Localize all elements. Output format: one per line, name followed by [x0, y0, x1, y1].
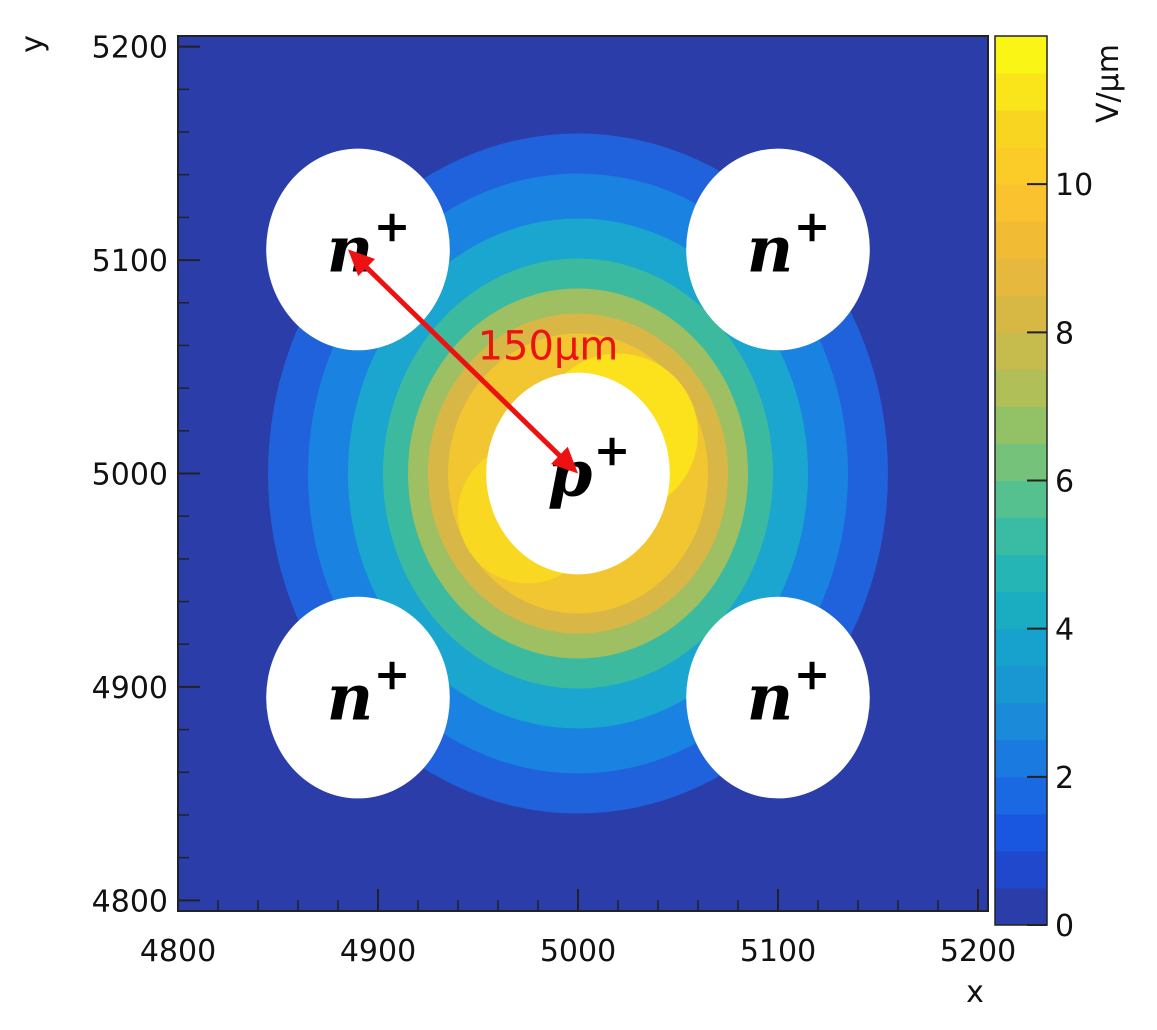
colorbar-tick-label: 6: [1055, 465, 1074, 500]
y-tick-label: 5200: [92, 31, 168, 66]
colorbar-level: [995, 258, 1047, 296]
electrode-n-plus-4: [686, 596, 870, 799]
colorbar-level: [995, 739, 1047, 778]
colorbar-level: [995, 295, 1047, 333]
colorbar-level: [995, 147, 1047, 185]
colorbar-tick-label: 4: [1055, 613, 1074, 648]
colorbar-level: [995, 554, 1047, 593]
colorbar-level: [995, 221, 1047, 259]
colorbar-level: [995, 332, 1047, 370]
y-axis: 4800 4900 5000 5100 5200: [92, 31, 200, 919]
colorbar-tick-label: 2: [1055, 761, 1074, 796]
distance-annotation: 150μm: [348, 249, 619, 474]
electrode-label-sup: +: [794, 650, 831, 701]
electrode-label: n: [327, 661, 374, 736]
colorbar-level: [995, 517, 1047, 556]
colorbar-level: [995, 850, 1047, 889]
x-tick-label: 5100: [740, 934, 816, 969]
colorbar-level: [995, 480, 1047, 519]
colorbar-level: [995, 665, 1047, 704]
colorbar: 0 2 4 6 8 10: [994, 35, 1093, 944]
y-tick-label: 5100: [92, 244, 168, 279]
colorbar-level: [995, 628, 1047, 667]
electrode-n-plus-1: [686, 148, 870, 351]
colorbar-tick-label: 10: [1055, 168, 1093, 203]
colorbar-tick-label: 0: [1055, 909, 1074, 944]
colorbar-level: [995, 369, 1047, 407]
arrow-head-end: [551, 446, 578, 474]
x-axis-label: x: [966, 975, 984, 1010]
x-tick-label: 4800: [140, 934, 216, 969]
distance-label: 150μm: [478, 323, 619, 369]
electrode-n-plus-0: [266, 148, 450, 351]
colorbar-level: [995, 36, 1047, 74]
colorbar-level: [995, 406, 1047, 444]
electrode-label: n: [327, 212, 374, 287]
y-tick-label: 5000: [92, 458, 168, 493]
colorbar-level: [995, 887, 1047, 926]
y-tick-label: 4900: [92, 671, 168, 706]
electrode-label-sup: +: [374, 650, 411, 701]
x-tick-label: 5000: [540, 934, 616, 969]
colorbar-level: [995, 184, 1047, 222]
colorbar-tick-label: 8: [1055, 316, 1074, 351]
colorbar-level: [995, 443, 1047, 481]
colorbar-label: V/µm: [1091, 44, 1126, 123]
electrode-label: n: [747, 661, 794, 736]
y-axis-label: y: [15, 35, 50, 53]
colorbar-level: [995, 776, 1047, 815]
electrode-n-plus-3: [266, 596, 450, 799]
arrow-head-start: [348, 249, 375, 277]
electrode-label-sup: +: [594, 426, 631, 477]
colorbar-level: [995, 702, 1047, 741]
colorbar-level: [995, 73, 1047, 111]
arrow-line: [361, 262, 565, 461]
electrode-label-sup: +: [794, 201, 831, 252]
x-tick-label: 4900: [340, 934, 416, 969]
x-axis: 4800 4900 5000 5100 5200: [140, 889, 1016, 969]
colorbar-level: [995, 813, 1047, 852]
colorbar-level: [995, 591, 1047, 630]
electrode-label: n: [747, 212, 794, 287]
electrode-label-sup: +: [374, 201, 411, 252]
x-tick-label: 5200: [940, 934, 1016, 969]
colorbar-level: [995, 110, 1047, 148]
y-tick-label: 4800: [92, 884, 168, 919]
